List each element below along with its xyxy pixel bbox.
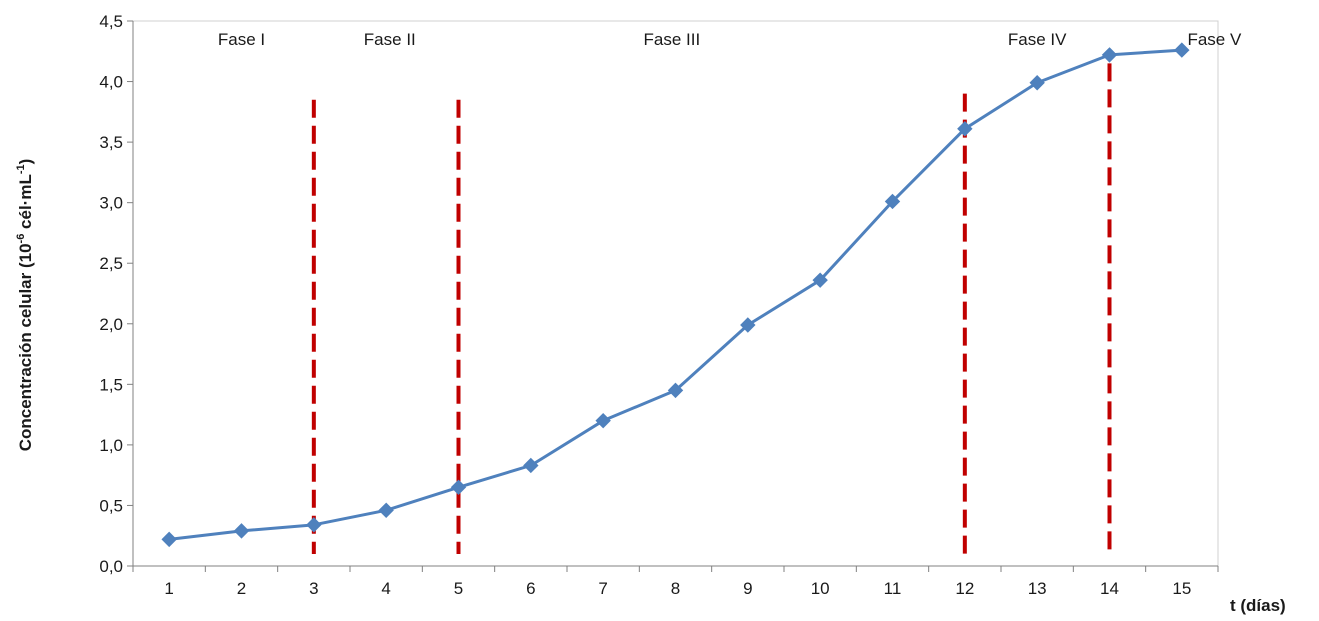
phase-label: Fase III <box>644 30 701 49</box>
x-tick-label: 14 <box>1100 579 1119 598</box>
phase-labels: Fase I Fase II Fase III Fase IV Fase V <box>218 30 1242 49</box>
data-point-marker <box>378 502 394 518</box>
y-tick-label: 3,0 <box>99 194 123 213</box>
data-point-marker <box>161 531 177 548</box>
y-tick-label: 3,5 <box>99 133 123 152</box>
data-point-marker <box>450 479 467 495</box>
axes <box>132 20 1219 567</box>
plot-area-border <box>132 20 1219 567</box>
x-tick-label: 8 <box>671 579 680 598</box>
data-point-marker <box>812 272 828 288</box>
x-axis-ticks: 1 2 3 4 5 6 7 8 9 10 11 12 13 14 15 <box>132 566 1219 598</box>
data-point-marker <box>1029 75 1045 91</box>
x-tick-label: 6 <box>526 579 535 598</box>
data-point-marker <box>1174 42 1190 58</box>
data-point-marker <box>233 523 250 539</box>
y-tick-label: 0,5 <box>99 496 123 515</box>
x-tick-label: 9 <box>743 579 752 598</box>
x-tick-label: 7 <box>598 579 607 598</box>
y-tick-label: 2,0 <box>99 315 123 334</box>
y-tick-label: 1,0 <box>99 436 123 455</box>
phase-label: Fase I <box>218 30 265 49</box>
phase-label: Fase V <box>1187 30 1242 49</box>
y-axis-title-mid: cél·mL <box>16 174 35 234</box>
y-axis-title-end: ) <box>16 159 35 165</box>
x-tick-label: 4 <box>381 579 390 598</box>
y-tick-label: 0,0 <box>99 557 123 576</box>
y-tick-label: 4,5 <box>99 12 123 31</box>
x-tick-label: 10 <box>811 579 830 598</box>
series-line <box>168 48 1182 541</box>
x-tick-label: 11 <box>884 579 902 598</box>
data-point-marker <box>667 382 684 399</box>
y-tick-label: 4,0 <box>99 73 123 92</box>
phase-label: Fase IV <box>1008 30 1067 49</box>
y-axis-title-main: Concentración celular (10 <box>16 243 35 451</box>
data-series <box>161 42 1190 548</box>
y-axis-title: Concentración celular (10-6 cél·mL-1) <box>15 159 35 452</box>
data-point-marker <box>595 412 611 429</box>
x-tick-label: 13 <box>1028 579 1047 598</box>
data-point-marker <box>306 517 322 533</box>
x-tick-label: 3 <box>309 579 318 598</box>
data-point-marker <box>957 121 973 137</box>
x-tick-label: 1 <box>164 579 173 598</box>
phase-label: Fase II <box>364 30 416 49</box>
x-tick-label: 15 <box>1172 579 1191 598</box>
data-point-marker <box>884 193 901 210</box>
data-point-marker <box>523 457 539 474</box>
y-tick-label: 1,5 <box>99 375 123 394</box>
data-point-marker <box>740 317 756 333</box>
x-tick-label: 12 <box>955 579 974 598</box>
y-tick-label: 2,5 <box>99 254 123 273</box>
y-axis-title-exponent-2: -1 <box>15 164 27 174</box>
y-axis-title-exponent-1: -6 <box>15 234 27 244</box>
data-point-marker <box>1101 47 1118 63</box>
x-axis-title: t (días) <box>1230 596 1286 615</box>
phase-boundaries <box>311 63 1112 554</box>
x-tick-label: 5 <box>454 579 463 598</box>
x-tick-label: 2 <box>237 579 246 598</box>
y-axis-ticks: 0,0 0,5 1,0 1,5 2,0 2,5 3,0 3,5 4,0 4,5 <box>99 12 133 576</box>
